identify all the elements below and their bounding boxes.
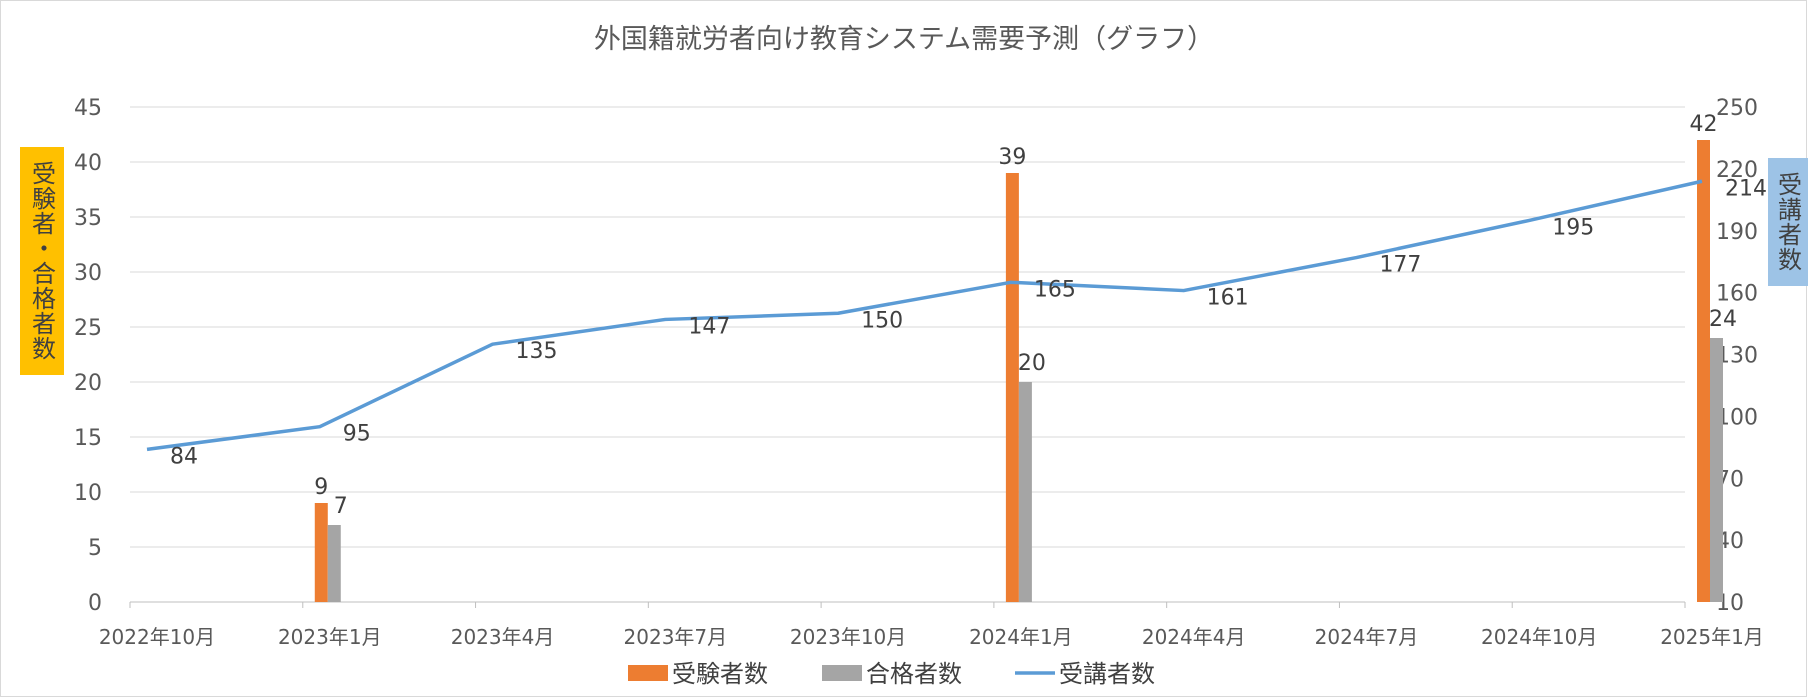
bar-data-label: 9 <box>314 475 328 500</box>
legend-swatch <box>822 665 862 681</box>
x-tick-label: 2022年10月 <box>99 625 215 649</box>
left-tick-label: 30 <box>74 261 102 286</box>
bar <box>1710 338 1723 602</box>
right-tick-label: 190 <box>1716 220 1758 245</box>
left-tick-label: 0 <box>88 591 102 616</box>
bar <box>1697 140 1710 602</box>
x-tick-label: 2024年10月 <box>1481 625 1597 649</box>
legend-label: 受講者数 <box>1059 660 1155 688</box>
x-tick-label: 2023年4月 <box>451 625 555 649</box>
x-tick-label: 2023年7月 <box>624 625 728 649</box>
gridlines <box>130 106 1685 603</box>
bar <box>327 525 341 602</box>
bar-data-label: 24 <box>1709 307 1737 332</box>
left-tick-label: 15 <box>74 426 102 451</box>
right-axis-label: 受講者数 <box>1773 172 1802 272</box>
x-tick-label: 2024年1月 <box>969 625 1073 649</box>
line-data-label: 161 <box>1207 286 1249 311</box>
left-axis-ticks: 0 5 10 15 20 25 30 35 40 45 <box>74 96 102 616</box>
line-series <box>146 179 1703 452</box>
right-tick-label: 160 <box>1716 282 1758 307</box>
left-tick-label: 20 <box>74 371 102 396</box>
line-data-label: 147 <box>688 314 730 339</box>
line-data-label: 195 <box>1552 215 1594 240</box>
x-tick-label: 2025年1月 <box>1660 625 1764 649</box>
x-tick-label: 2024年7月 <box>1315 625 1419 649</box>
line-data-label: 165 <box>1034 277 1076 302</box>
bar <box>1005 173 1019 602</box>
x-axis: 2022年10月 2023年1月 2023年4月 2023年7月 2023年10月 202… <box>99 601 1764 649</box>
line-data-label: 150 <box>861 308 903 333</box>
bars <box>314 140 1723 602</box>
bar-data-label: 7 <box>334 494 348 519</box>
left-axis-label-box: 受験者・合格者数 <box>20 147 64 375</box>
left-axis-label: 受験者・合格者数 <box>27 161 56 361</box>
left-tick-label: 10 <box>74 481 102 506</box>
left-tick-label: 25 <box>74 316 102 341</box>
legend-label: 受験者数 <box>672 660 768 688</box>
right-axis-label-box: 受講者数 <box>1768 158 1808 286</box>
x-tick-label: 2023年10月 <box>790 625 906 649</box>
bar-data-label: 20 <box>1018 351 1046 376</box>
line-data-label: 84 <box>170 444 198 469</box>
legend: 受験者数 合格者数 受講者数 <box>628 660 1155 688</box>
x-tick-label: 2024年4月 <box>1142 625 1246 649</box>
legend-label: 合格者数 <box>866 660 962 688</box>
right-tick-label: 250 <box>1716 96 1758 121</box>
chart-title: 外国籍就労者向け教育システム需要予測（グラフ） <box>594 24 1214 55</box>
data-labels: 9 39 42 7 20 24 84 95 135 147 150 165 161 177 195 214 <box>170 112 1767 519</box>
bar-data-label: 42 <box>1690 112 1718 137</box>
left-tick-label: 35 <box>74 206 102 231</box>
line-series-path <box>146 179 1703 452</box>
left-tick-label: 40 <box>74 151 102 176</box>
line-data-label: 214 <box>1725 176 1767 201</box>
bar <box>314 503 328 602</box>
line-data-label: 95 <box>343 422 371 447</box>
bar-data-label: 39 <box>998 145 1026 170</box>
line-data-label: 135 <box>516 339 558 364</box>
bar <box>1018 382 1032 602</box>
left-tick-label: 45 <box>74 96 102 121</box>
legend-swatch <box>628 665 668 681</box>
left-tick-label: 5 <box>88 536 102 561</box>
x-tick-label: 2023年1月 <box>278 625 382 649</box>
line-data-label: 177 <box>1379 253 1421 278</box>
right-tick-label: 220 <box>1716 158 1758 183</box>
